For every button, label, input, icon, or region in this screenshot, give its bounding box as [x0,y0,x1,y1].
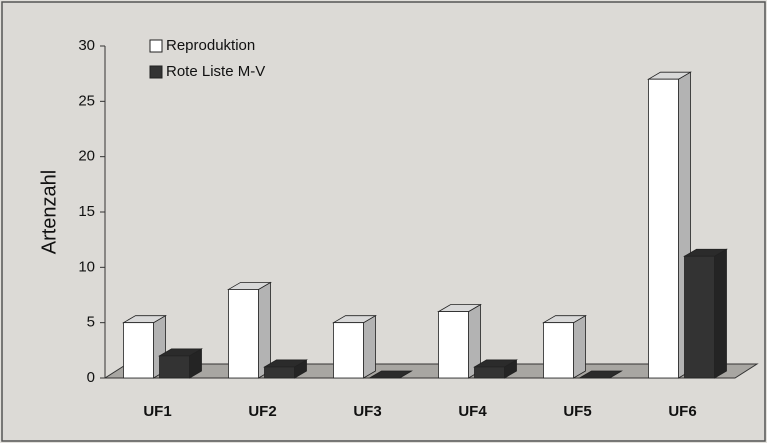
bar-side [573,314,586,379]
legend-swatch [149,65,163,79]
bar-side [258,281,271,379]
bar [159,355,190,379]
y-tick-label: 5 [87,314,95,331]
y-tick-label: 0 [87,369,95,386]
x-tick-label: UF3 [353,403,381,420]
y-axis-label: Artenzahl [38,170,60,255]
y-tick-label: 30 [78,37,95,54]
x-tick-label: UF6 [668,403,696,420]
x-tick-label: UF4 [458,403,487,420]
legend-label: Rote Liste M-V [166,63,265,80]
bar [543,322,574,379]
bar-top [578,370,623,379]
legend-swatch [149,39,163,53]
bar [264,366,295,379]
x-tick-label: UF1 [143,403,171,420]
bar-side [363,314,376,379]
bar [474,366,505,379]
bar [648,78,679,379]
y-tick-label: 15 [78,203,95,220]
bar [333,322,364,379]
bar [438,311,469,379]
y-tick-label: 10 [78,258,95,275]
legend-label: Reproduktion [166,37,255,54]
bar-side [714,248,727,379]
bar [123,322,154,379]
x-tick-label: UF5 [563,403,591,420]
y-tick-label: 25 [78,92,95,109]
x-tick-label: UF2 [248,403,276,420]
bar [228,289,259,379]
bar-top [368,370,413,379]
y-tick-label: 20 [78,148,95,165]
bar [684,255,715,379]
